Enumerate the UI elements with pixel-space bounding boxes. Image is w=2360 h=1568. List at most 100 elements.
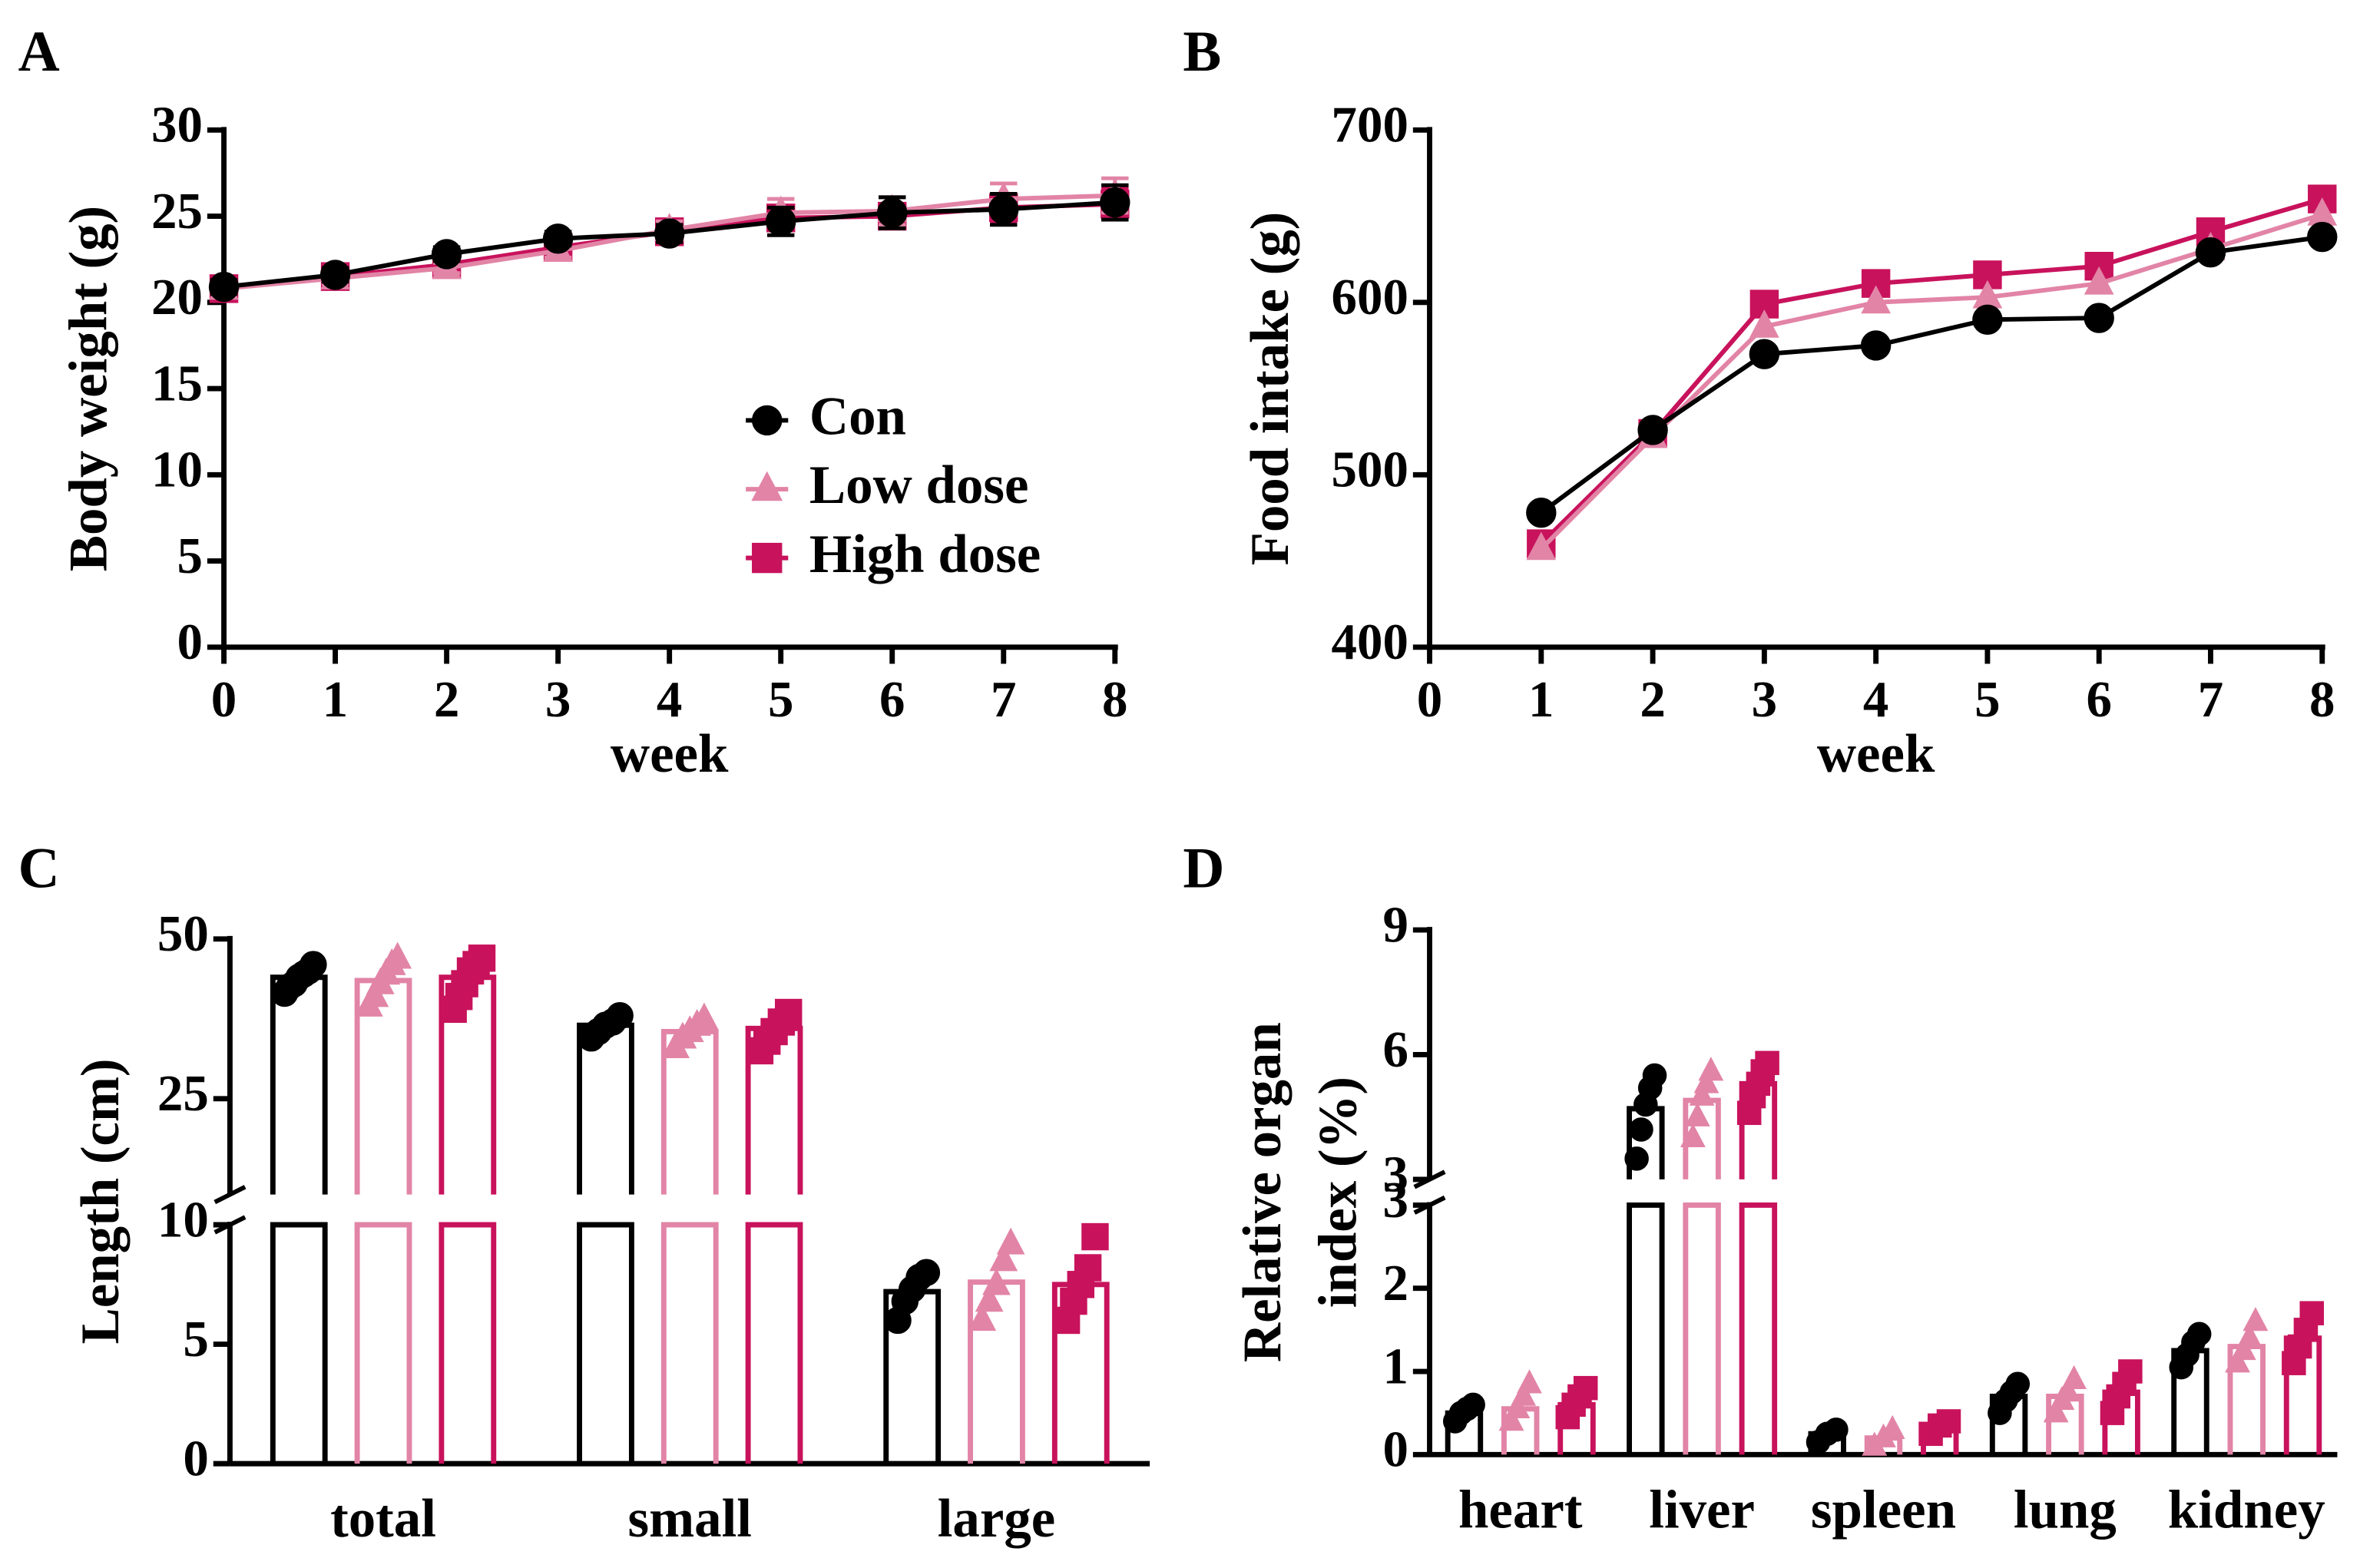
data-point (1637, 415, 1668, 445)
y-tick-label: 25 (151, 183, 203, 240)
x-tick-label: total (330, 1489, 436, 1549)
bar (439, 974, 497, 1464)
x-tick-label: 3 (545, 671, 571, 728)
data-point (431, 239, 462, 270)
panel-label: D (1183, 836, 1224, 900)
legend-label: Con (809, 387, 906, 447)
data-point (1624, 1146, 1649, 1171)
data-point (2236, 1323, 2262, 1348)
y-tick-label: 10 (151, 442, 203, 498)
data-point (2084, 303, 2114, 333)
x-tick-label: 6 (2086, 671, 2111, 728)
x-tick-label: liver (1649, 1480, 1755, 1540)
x-tick-label: small (628, 1489, 753, 1549)
y-tick-label: 25 (157, 1065, 209, 1122)
panel-label: C (18, 836, 60, 900)
x-tick-label: 6 (879, 671, 905, 728)
panel-label: A (18, 20, 60, 84)
bar (354, 978, 412, 1464)
panel-label: B (1183, 20, 1221, 84)
data-point (1526, 498, 1557, 528)
y-tick-label: 10 (157, 1191, 209, 1248)
x-tick-label: 8 (2309, 671, 2335, 728)
data-point (1684, 1102, 1710, 1126)
data-point (1642, 1063, 1667, 1088)
data-point (2307, 221, 2338, 253)
data-point (989, 1244, 1018, 1272)
data-point (1573, 1375, 1598, 1401)
x-tick-label: 8 (1102, 671, 1127, 728)
x-tick-label: 0 (1417, 671, 1442, 728)
y-tick-label: 500 (1331, 442, 1408, 498)
y-axis-label: Body weight (g) (58, 206, 118, 571)
y-tick-label: 700 (1331, 97, 1408, 154)
data-point (1879, 1414, 1905, 1440)
data-point (2230, 1335, 2256, 1361)
data-point (1824, 1417, 1849, 1442)
axis-break (213, 1215, 247, 1235)
axis-break (1413, 1169, 1446, 1189)
data-point (2055, 1378, 2081, 1402)
y-tick-label: 20 (151, 269, 203, 326)
data-point (1861, 285, 1892, 314)
legend-label: High dose (809, 524, 1041, 584)
data-point (2195, 237, 2226, 268)
y-tick-label: 50 (157, 905, 209, 962)
legend-marker (752, 405, 783, 436)
data-point (606, 1001, 634, 1030)
legend-marker (751, 471, 783, 501)
data-point (2118, 1359, 2143, 1384)
y-tick-label: 0 (183, 1430, 208, 1487)
x-tick-label: 2 (434, 671, 459, 728)
bar (270, 974, 328, 1464)
data-point (1461, 1392, 1485, 1417)
data-point (1511, 1381, 1537, 1406)
x-tick-label: 4 (657, 671, 682, 728)
data-point (2299, 1301, 2324, 1325)
data-point (766, 206, 796, 237)
data-point (1629, 1117, 1653, 1142)
y-tick-label: 5 (177, 528, 202, 584)
x-tick-label: 0 (211, 671, 237, 728)
x-tick-label: heart (1458, 1480, 1583, 1540)
data-point (1498, 1407, 1524, 1431)
x-tick-label: 5 (768, 671, 793, 728)
data-point (968, 1304, 997, 1331)
data-point (1526, 531, 1557, 561)
axis-break (213, 1185, 247, 1205)
data-point (208, 271, 240, 303)
x-axis-label: week (611, 724, 729, 784)
data-point (1693, 1069, 1720, 1093)
bar (660, 1029, 719, 1464)
legend-label: Low dose (809, 455, 1029, 515)
data-point (1972, 304, 2003, 335)
x-tick-label: 7 (991, 671, 1016, 728)
y-tick-label: 2 (1382, 1255, 1408, 1312)
y-tick-label: 5 (183, 1311, 208, 1368)
bar (1683, 1097, 1721, 1455)
x-tick-label: spleen (1811, 1480, 1956, 1540)
x-tick-label: kidney (2168, 1480, 2325, 1540)
x-tick-label: 2 (1640, 671, 1665, 728)
x-tick-label: 7 (2198, 671, 2223, 728)
bar (745, 1025, 803, 1464)
data-point (982, 1268, 1011, 1295)
data-point (1100, 187, 1130, 218)
y-tick-label: 0 (177, 614, 202, 670)
axis-break (1413, 1195, 1446, 1215)
y-tick-label: 600 (1331, 269, 1408, 326)
data-point (1504, 1394, 1531, 1418)
data-point (383, 941, 412, 969)
y-tick-label: 1 (1382, 1338, 1408, 1394)
data-point (1749, 339, 1780, 369)
x-axis-label: week (1817, 724, 1935, 784)
series-line (1539, 197, 2323, 546)
bar (577, 1022, 634, 1464)
data-point (1680, 1123, 1706, 1147)
data-point (975, 1285, 1004, 1312)
series-line (1540, 234, 2323, 515)
data-point (300, 951, 327, 978)
y-tick-label: 30 (151, 97, 203, 154)
data-point (1755, 1050, 1779, 1076)
